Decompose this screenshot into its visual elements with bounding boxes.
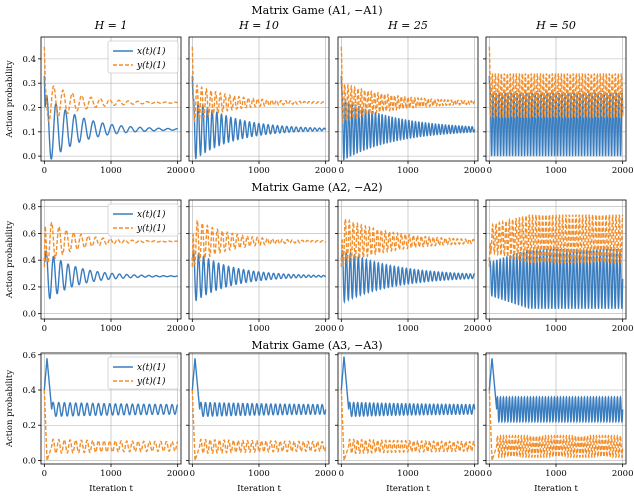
x-tick-label-r2c1-1: 1000 — [100, 324, 122, 334]
series-y-line-r1c3 — [340, 46, 476, 125]
x-tick-label-r3c3-0: 0 — [339, 469, 344, 479]
column-title-4: H = 50 — [535, 19, 576, 32]
series-x-line-r3c2 — [191, 358, 327, 417]
series-x-line-r2c3 — [340, 249, 476, 304]
x-tick-label-r3c1-0: 0 — [42, 469, 47, 479]
column-title-1: H = 1 — [94, 19, 128, 32]
x-tick-label-r1c2-2: 2000 — [315, 166, 337, 176]
series-x-line-r2c2 — [191, 248, 326, 302]
series-x-line-r3c1 — [43, 358, 179, 418]
x-tick-label-r3c2-0: 0 — [190, 469, 195, 479]
series-y-line-r3c2 — [191, 389, 327, 461]
y-tick-label-r1-0: 0.0 — [22, 152, 36, 162]
y-tick-label-r1-4: 0.4 — [22, 55, 36, 65]
x-tick-label-r1c3-1: 1000 — [397, 166, 419, 176]
x-axis-label-col-1: Iteration t — [89, 484, 133, 494]
y-tick-label-r1-1: 0.1 — [22, 128, 36, 138]
x-tick-label-r2c1-2: 2000 — [167, 324, 189, 334]
y-tick-label-r3-2: 0.4 — [22, 386, 36, 396]
x-tick-label-r1c1-2: 2000 — [167, 166, 189, 176]
x-tick-label-r3c2-2: 2000 — [315, 469, 337, 479]
x-tick-label-r3c4-2: 2000 — [612, 469, 634, 479]
x-tick-label-r1c2-0: 0 — [190, 166, 195, 176]
row-title-3: Matrix Game (A3, −A3) — [251, 339, 382, 352]
row-title-1: Matrix Game (A1, −A1) — [251, 4, 382, 17]
x-tick-label-r1c3-0: 0 — [339, 166, 344, 176]
series-y-line-r2c2 — [191, 219, 327, 267]
y-tick-label-r2-4: 0.8 — [22, 203, 36, 213]
x-tick-label-r1c4-0: 0 — [487, 166, 492, 176]
series-y-line-r3c1 — [43, 389, 179, 461]
x-tick-label-r3c2-1: 1000 — [248, 469, 270, 479]
x-tick-label-r3c1-1: 1000 — [100, 469, 122, 479]
y-axis-label-row-3: Action probability — [5, 370, 15, 448]
x-tick-label-r2c4-1: 1000 — [545, 324, 567, 334]
series-y-line-r2c3 — [340, 216, 476, 267]
x-tick-label-r1c4-2: 2000 — [612, 166, 634, 176]
series-x-line-r2c4 — [488, 248, 624, 309]
x-tick-label-r2c3-0: 0 — [339, 324, 344, 334]
series-y-line-r2c4 — [488, 214, 624, 267]
y-axis-label-row-1: Action probability — [5, 60, 15, 138]
series-y-line-r1c1 — [43, 46, 178, 123]
series-x-line-r1c1 — [43, 75, 178, 160]
y-tick-label-r2-0: 0.0 — [22, 310, 36, 320]
series-x-line-r1c2 — [191, 75, 327, 160]
x-tick-label-r1c1-0: 0 — [42, 166, 47, 176]
y-tick-label-r3-1: 0.2 — [22, 421, 36, 431]
x-axis-label-col-2: Iteration t — [237, 484, 281, 494]
legend-label-row-2-0: x(t)(1) — [137, 209, 166, 220]
y-tick-label-r1-3: 0.3 — [22, 79, 36, 89]
y-tick-label-r1-2: 0.2 — [22, 104, 36, 114]
legend-label-row-3-1: y(t)(1) — [136, 376, 166, 387]
row-title-2: Matrix Game (A2, −A2) — [251, 181, 382, 194]
y-tick-label-r3-3: 0.6 — [22, 351, 36, 361]
series-x-line-r2c1 — [43, 250, 178, 300]
x-axis-label-col-4: Iteration t — [534, 484, 578, 494]
y-axis-label-row-2: Action probability — [5, 221, 15, 299]
series-x-line-r3c3 — [340, 356, 476, 418]
legend-label-row-1-0: x(t)(1) — [137, 46, 166, 57]
x-tick-label-r3c4-0: 0 — [487, 469, 492, 479]
x-tick-label-r2c4-0: 0 — [487, 324, 492, 334]
legend-label-row-2-1: y(t)(1) — [136, 223, 166, 234]
x-tick-label-r2c1-0: 0 — [42, 324, 47, 334]
y-tick-label-r2-2: 0.4 — [22, 256, 36, 266]
series-y-line-r1c4 — [488, 46, 624, 118]
series-y-line-r3c3 — [340, 389, 476, 461]
column-title-3: H = 25 — [387, 19, 428, 32]
x-tick-label-r2c4-2: 2000 — [612, 324, 634, 334]
x-tick-label-r3c4-1: 1000 — [545, 469, 567, 479]
series-x-line-r1c3 — [340, 75, 476, 161]
y-tick-label-r2-1: 0.2 — [22, 283, 36, 293]
x-tick-label-r2c3-1: 1000 — [397, 324, 419, 334]
x-tick-label-r1c4-1: 1000 — [545, 166, 567, 176]
legend-label-row-3-0: x(t)(1) — [137, 362, 166, 373]
x-axis-label-col-3: Iteration t — [386, 484, 430, 494]
series-y-line-r3c4 — [488, 389, 624, 461]
x-tick-label-r1c2-1: 1000 — [248, 166, 270, 176]
x-tick-label-r3c1-2: 2000 — [167, 469, 189, 479]
x-tick-label-r2c2-0: 0 — [190, 324, 195, 334]
column-title-2: H = 10 — [238, 19, 279, 32]
x-tick-label-r2c2-1: 1000 — [248, 324, 270, 334]
y-tick-label-r2-3: 0.6 — [22, 229, 36, 239]
x-tick-label-r2c3-2: 2000 — [464, 324, 486, 334]
series-x-line-r3c4 — [488, 358, 624, 424]
legend-label-row-1-1: y(t)(1) — [136, 60, 166, 71]
x-tick-label-r1c3-2: 2000 — [464, 166, 486, 176]
x-tick-label-r1c1-1: 1000 — [100, 166, 122, 176]
x-tick-label-r3c3-2: 2000 — [464, 469, 486, 479]
series-y-line-r2c1 — [43, 221, 178, 267]
series-y-line-r1c2 — [191, 46, 326, 123]
x-tick-label-r2c2-2: 2000 — [315, 324, 337, 334]
x-tick-label-r3c3-1: 1000 — [397, 469, 419, 479]
y-tick-label-r3-0: 0.0 — [22, 456, 36, 466]
